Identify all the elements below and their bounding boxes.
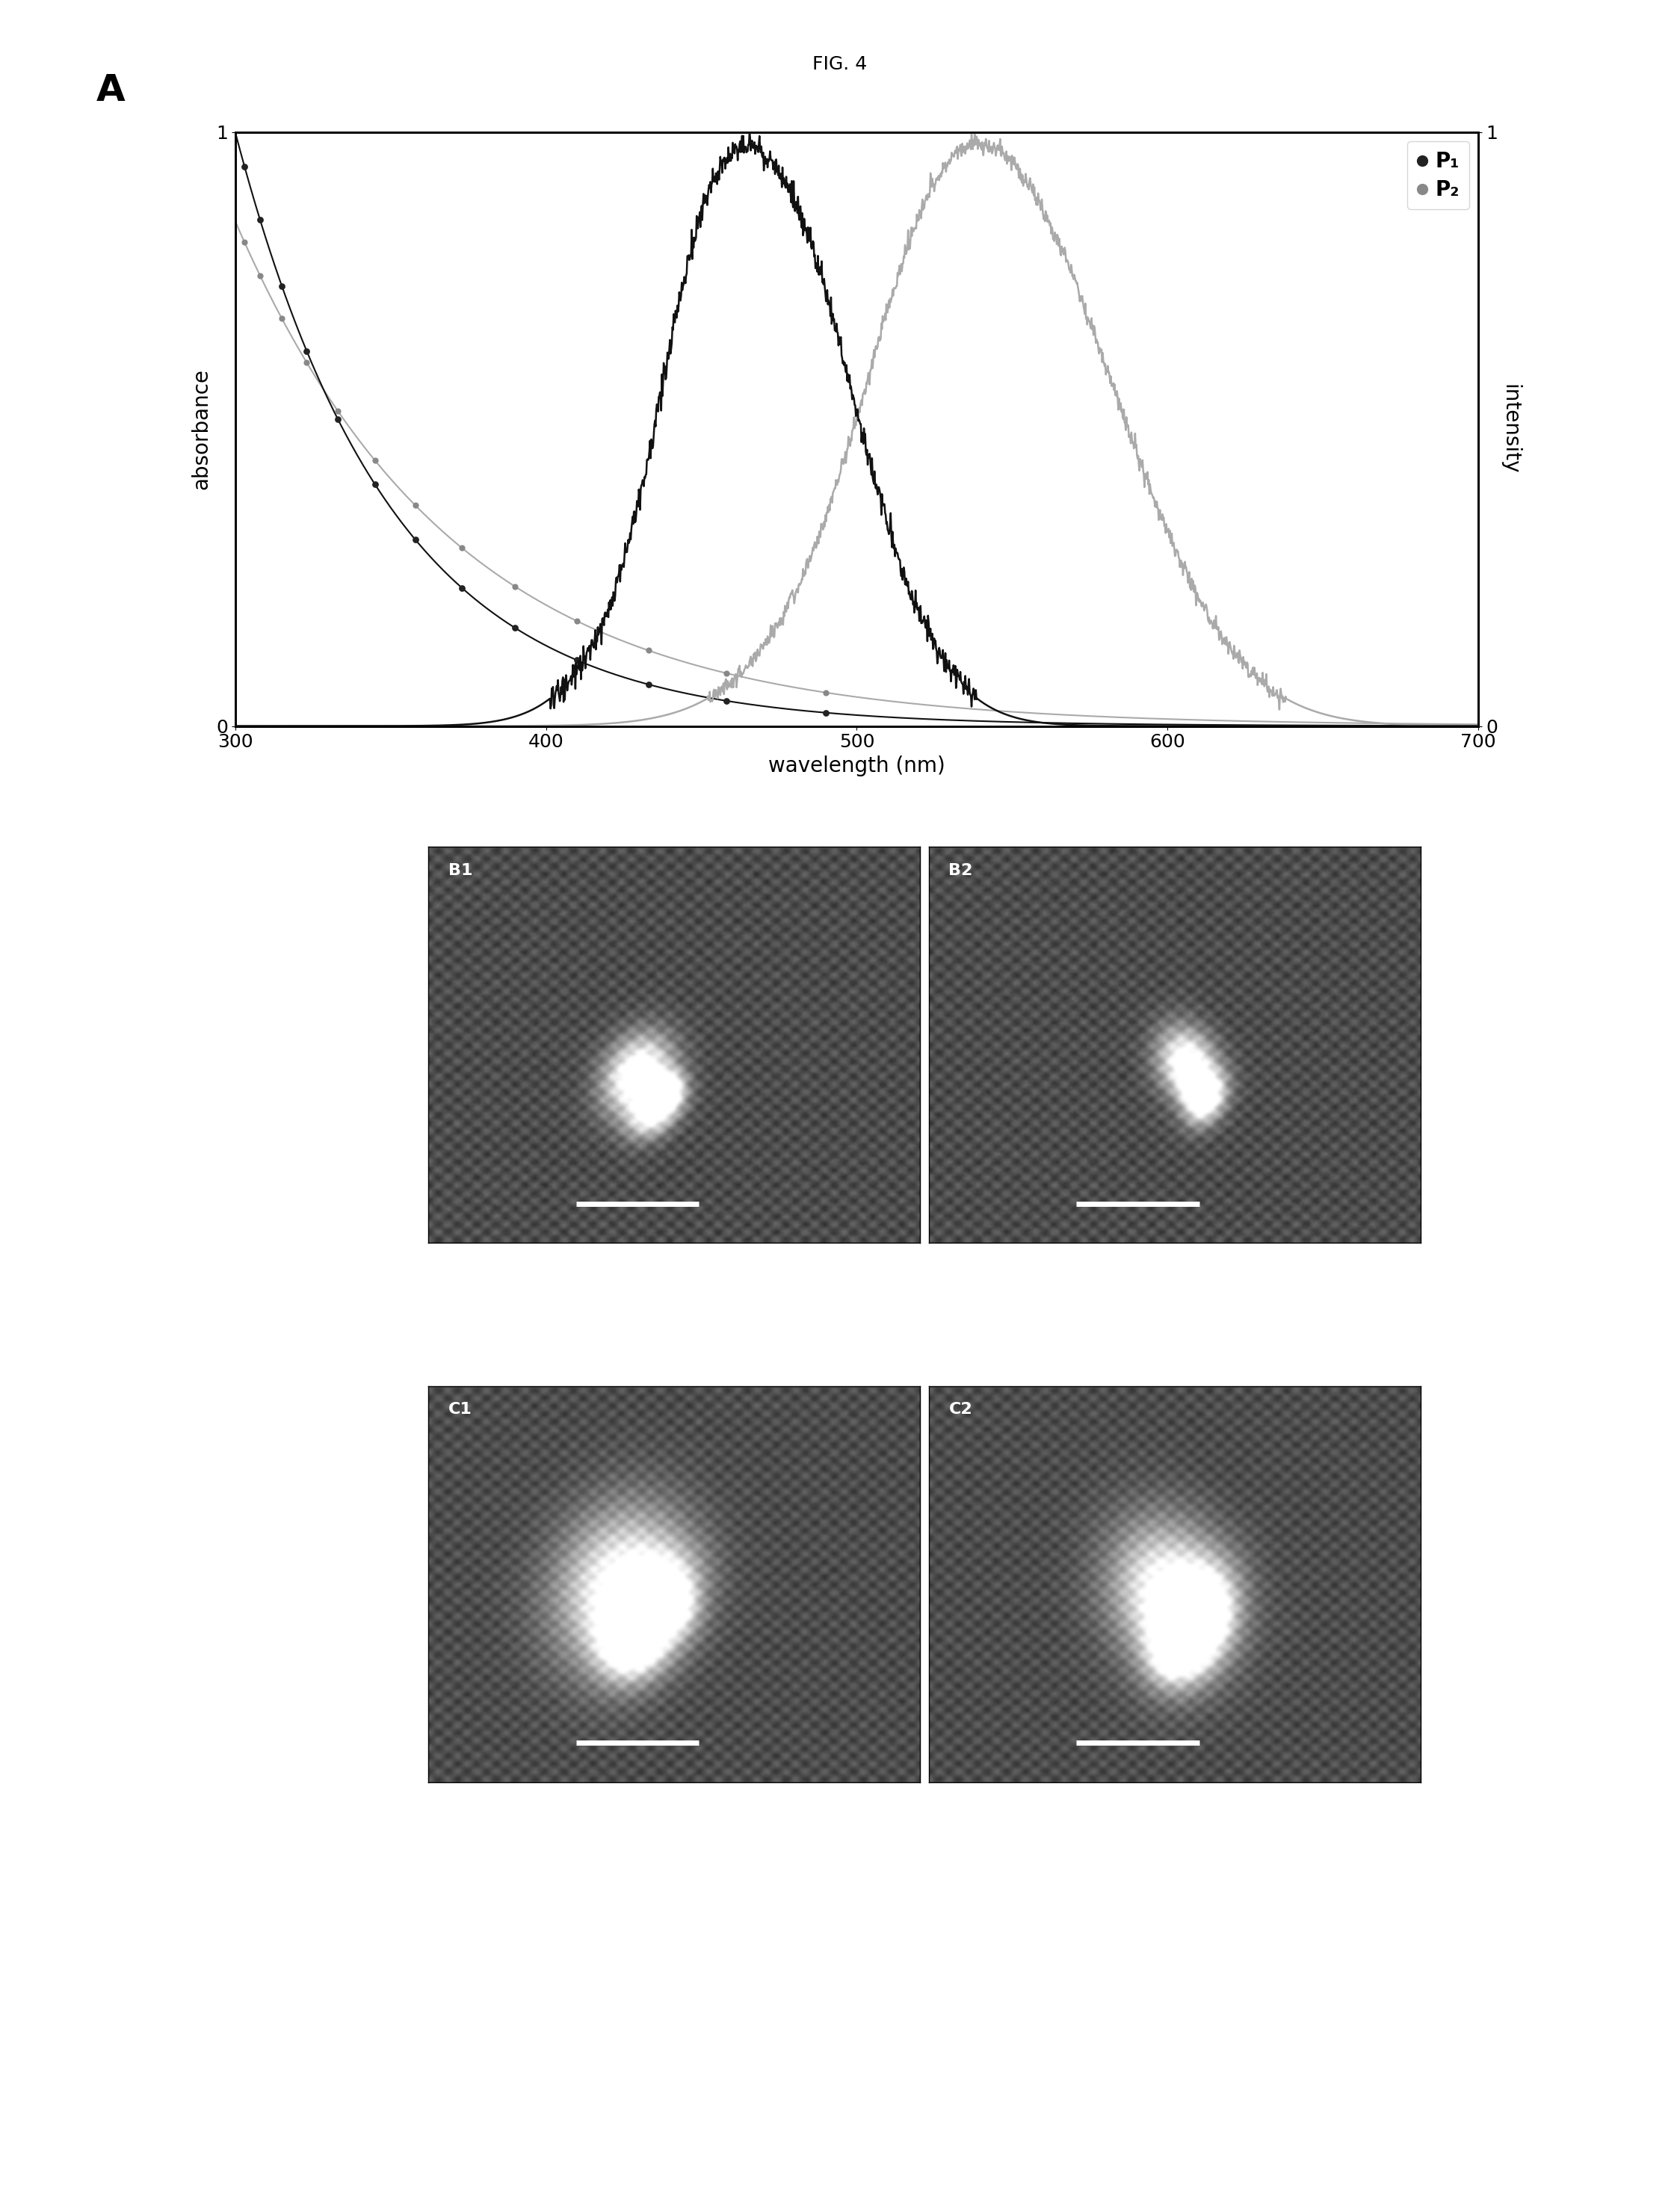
Point xyxy=(361,442,388,477)
Text: C2: C2 xyxy=(949,1401,973,1417)
X-axis label: wavelength (nm): wavelength (nm) xyxy=(768,755,946,777)
Point xyxy=(324,394,351,429)
Point xyxy=(449,570,475,605)
Point xyxy=(324,400,351,436)
Point xyxy=(712,684,739,719)
Point xyxy=(269,268,296,304)
Point xyxy=(635,667,662,702)
Text: C1: C1 xyxy=(449,1401,472,1417)
Point xyxy=(361,466,388,502)
Point xyxy=(449,530,475,565)
Legend: P₁, P₂: P₁, P₂ xyxy=(1408,141,1468,209)
Y-axis label: absorbance: absorbance xyxy=(192,367,212,491)
Point xyxy=(813,695,840,730)
Point xyxy=(247,202,274,238)
Point xyxy=(502,570,529,605)
Text: A: A xyxy=(96,73,126,108)
Point xyxy=(247,257,274,293)
Point xyxy=(294,345,321,381)
Text: FIG. 4: FIG. 4 xyxy=(813,55,867,73)
Point xyxy=(232,224,259,260)
Point xyxy=(813,675,840,711)
Point xyxy=(232,150,259,185)
Point xyxy=(269,301,296,337)
Point xyxy=(502,609,529,645)
Point xyxy=(402,521,428,557)
Y-axis label: intensity: intensity xyxy=(1500,385,1520,473)
Text: B1: B1 xyxy=(449,862,472,878)
Point xyxy=(635,634,662,669)
Point xyxy=(294,334,321,370)
Point xyxy=(402,488,428,524)
Text: B2: B2 xyxy=(949,862,973,878)
Point xyxy=(564,603,591,638)
Point xyxy=(712,656,739,691)
Point xyxy=(564,642,591,678)
